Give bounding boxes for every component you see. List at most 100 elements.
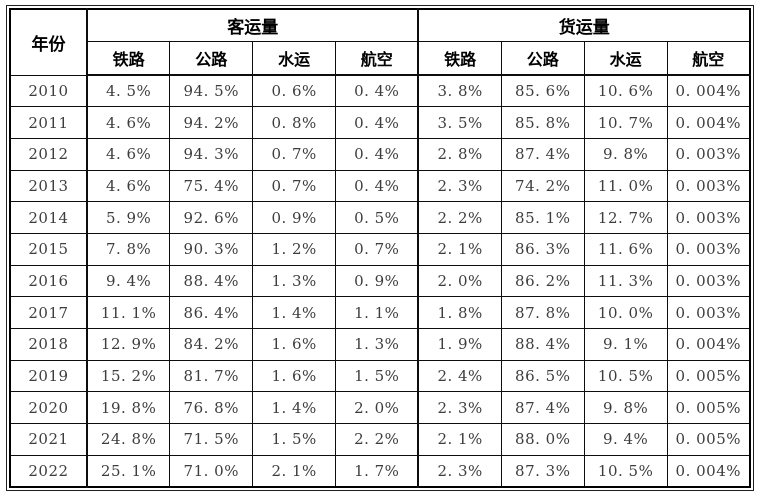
data-cell: 3. 5% [417, 106, 502, 139]
data-cell: 2. 1% [417, 232, 502, 266]
data-cell: 10. 6% [583, 74, 668, 108]
table-row: 2010 4. 5% 94. 5% 0. 6% 0. 4% 3. 8% 85. 6% 10. … [9, 74, 751, 108]
data-cell: 10. 5% [583, 359, 668, 393]
data-cell: 10. 7% [583, 106, 668, 139]
table-body: 2010 4. 5% 94. 5% 0. 6% 0. 4% 3. 8% 85. 6% 10. … [9, 74, 751, 488]
data-cell: 7. 8% [85, 232, 171, 266]
data-cell: 11. 1% [85, 296, 171, 329]
passenger-highway-header: 公路 [169, 40, 254, 76]
data-cell: 0. 005% [666, 359, 751, 393]
passenger-volume-group-header: 客运量 [85, 8, 419, 42]
data-cell: 11. 6% [583, 232, 668, 266]
year-column-header: 年份 [9, 8, 88, 76]
passenger-rail-header: 铁路 [85, 40, 171, 76]
table-row: 2021 24. 8% 71. 5% 1. 5% 2. 2% 2. 1% 88. 0% 9. … [9, 423, 751, 456]
freight-volume-group-header: 货运量 [417, 8, 751, 42]
data-cell: 2. 3% [417, 391, 502, 425]
data-cell: 85. 6% [500, 74, 585, 108]
data-cell: 85. 8% [500, 106, 585, 139]
data-cell: 88. 0% [500, 423, 585, 456]
data-cell: 81. 7% [169, 359, 254, 393]
data-cell: 86. 5% [500, 359, 585, 393]
data-cell: 0. 4% [335, 169, 419, 203]
year-cell: 2015 [9, 232, 88, 266]
data-cell: 86. 3% [500, 232, 585, 266]
data-cell: 84. 2% [169, 328, 254, 361]
data-cell: 90. 3% [169, 232, 254, 266]
data-cell: 0. 003% [666, 296, 751, 329]
data-cell: 2. 0% [417, 264, 502, 298]
data-cell: 0. 7% [252, 169, 337, 203]
data-cell: 86. 4% [169, 296, 254, 329]
data-cell: 74. 2% [500, 169, 585, 203]
data-cell: 0. 003% [666, 137, 751, 171]
data-cell: 9. 8% [583, 137, 668, 171]
data-cell: 0. 7% [252, 137, 337, 171]
data-cell: 0. 003% [666, 264, 751, 298]
data-cell: 1. 4% [252, 391, 337, 425]
data-cell: 2. 8% [417, 137, 502, 171]
table-row: 2020 19. 8% 76. 8% 1. 4% 2. 0% 2. 3% 87. 4% 9. … [9, 391, 751, 425]
data-cell: 71. 0% [169, 454, 254, 488]
data-cell: 75. 4% [169, 169, 254, 203]
data-cell: 1. 8% [417, 296, 502, 329]
data-cell: 15. 2% [85, 359, 171, 393]
data-cell: 0. 7% [335, 232, 419, 266]
group-header-row: 年份 客运量 货运量 [9, 8, 751, 76]
data-cell: 92. 6% [169, 201, 254, 234]
data-cell: 4. 6% [85, 169, 171, 203]
data-cell: 4. 6% [85, 137, 171, 171]
data-cell: 0. 003% [666, 232, 751, 266]
data-cell: 24. 8% [85, 423, 171, 456]
year-cell: 2012 [9, 137, 88, 171]
data-cell: 1. 7% [335, 454, 419, 488]
data-cell: 9. 4% [85, 264, 171, 298]
year-cell: 2019 [9, 359, 88, 393]
data-cell: 0. 5% [335, 201, 419, 234]
data-cell: 71. 5% [169, 423, 254, 456]
data-cell: 1. 6% [252, 359, 337, 393]
table-row: 2022 25. 1% 71. 0% 2. 1% 1. 7% 2. 3% 87. 3% 10.… [9, 454, 751, 488]
data-cell: 2. 1% [252, 454, 337, 488]
data-cell: 1. 5% [252, 423, 337, 456]
passenger-aviation-header: 航空 [335, 40, 419, 76]
data-cell: 94. 5% [169, 74, 254, 108]
data-cell: 87. 8% [500, 296, 585, 329]
data-cell: 9. 4% [583, 423, 668, 456]
data-cell: 87. 3% [500, 454, 585, 488]
year-cell: 2010 [9, 74, 88, 108]
data-cell: 87. 4% [500, 137, 585, 171]
table-row: 2015 7. 8% 90. 3% 1. 2% 0. 7% 2. 1% 86. 3% 11. … [9, 232, 751, 266]
data-cell: 0. 004% [666, 328, 751, 361]
table-row: 2013 4. 6% 75. 4% 0. 7% 0. 4% 2. 3% 74. 2% 11. … [9, 169, 751, 203]
table-header: 年份 客运量 货运量 铁路 公路 水运 航空 铁路 公路 水运 航空 [9, 8, 751, 76]
data-cell: 1. 1% [335, 296, 419, 329]
data-cell: 0. 005% [666, 423, 751, 456]
table-row: 2017 11. 1% 86. 4% 1. 4% 1. 1% 1. 8% 87. 8% 10.… [9, 296, 751, 329]
sub-header-row: 铁路 公路 水运 航空 铁路 公路 水运 航空 [10, 40, 751, 76]
table-row: 2016 9. 4% 88. 4% 1. 3% 0. 9% 2. 0% 86. 2% 11. … [9, 264, 751, 298]
data-cell: 2. 2% [417, 201, 502, 234]
passenger-waterway-header: 水运 [252, 40, 337, 76]
data-cell: 0. 003% [666, 201, 751, 234]
freight-highway-header: 公路 [500, 40, 585, 76]
data-cell: 11. 0% [583, 169, 668, 203]
data-cell: 19. 8% [85, 391, 171, 425]
table-row: 2012 4. 6% 94. 3% 0. 7% 0. 4% 2. 8% 87. 4% 9. 8… [9, 137, 751, 171]
freight-aviation-header: 航空 [666, 40, 751, 76]
data-cell: 2. 1% [417, 423, 502, 456]
data-cell: 0. 4% [335, 74, 419, 108]
data-cell: 0. 004% [666, 74, 751, 108]
data-cell: 0. 8% [252, 106, 337, 139]
data-cell: 12. 9% [85, 328, 171, 361]
data-cell: 1. 6% [252, 328, 337, 361]
data-cell: 85. 1% [500, 201, 585, 234]
year-cell: 2016 [9, 264, 88, 298]
data-cell: 87. 4% [500, 391, 585, 425]
data-cell: 5. 9% [85, 201, 171, 234]
data-cell: 2. 2% [335, 423, 419, 456]
data-cell: 86. 2% [500, 264, 585, 298]
transport-volume-table: 年份 客运量 货运量 铁路 公路 水运 航空 铁路 公路 水运 航空 2010 4… [9, 8, 751, 488]
data-cell: 0. 004% [666, 454, 751, 488]
data-cell: 3. 8% [417, 74, 502, 108]
